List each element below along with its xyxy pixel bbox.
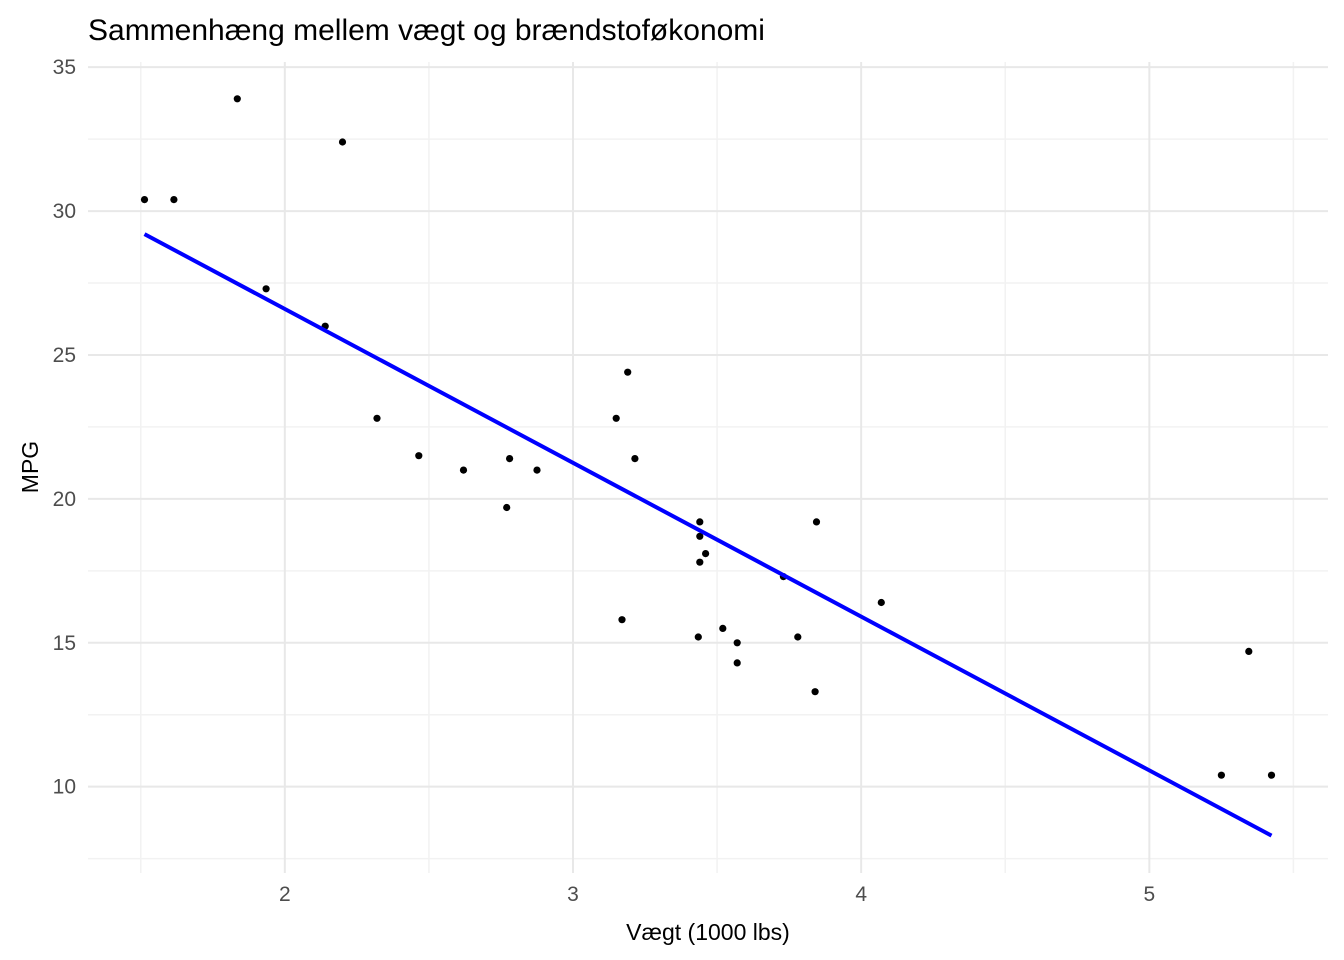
trend-line [143,232,1273,838]
data-point [338,138,347,146]
x-tick-label: 3 [567,883,579,906]
plot-title: Sammenhæng mellem vægt og brændstoføkono… [88,14,765,47]
data-point [733,639,741,647]
data-point [533,466,541,474]
data-point [506,455,514,463]
data-point [794,633,802,641]
minor-gridlines [88,62,1328,873]
x-axis-tick-labels: 2 3 4 5 [279,883,1155,906]
data-point [170,196,178,204]
x-axis-title: Vægt (1000 lbs) [626,919,790,945]
data-point [696,558,704,566]
data-point [503,503,511,512]
data-point [140,196,149,204]
x-tick-label: 2 [279,883,291,906]
y-tick-label: 15 [53,632,76,655]
data-point [373,414,381,422]
data-point [1267,771,1276,779]
data-point [262,285,270,293]
x-tick-label: 4 [855,883,867,906]
y-axis-title: MPG [17,441,43,493]
y-tick-label: 35 [53,56,76,79]
data-point [719,624,727,633]
data-point [415,452,423,460]
data-point [618,616,626,624]
data-point [233,95,241,103]
trend-line-layer [143,232,1273,838]
data-point [612,414,620,422]
x-tick-label: 5 [1143,883,1155,906]
data-point [459,466,468,474]
y-axis-tick-labels: 10 15 20 25 30 35 [53,56,76,799]
data-point [733,659,741,667]
data-point [696,532,704,540]
y-tick-label: 10 [53,776,76,799]
data-point [811,688,819,696]
y-tick-label: 25 [53,344,76,367]
data-point [631,455,639,463]
data-point [696,518,704,526]
data-point [812,518,821,526]
y-tick-label: 30 [53,200,76,223]
data-point [624,368,632,376]
y-tick-label: 20 [53,488,76,511]
data-point [1245,647,1253,656]
data-point [877,598,885,607]
data-point [702,550,710,558]
data-point [1217,771,1225,779]
data-point [694,633,702,641]
major-gridlines [88,62,1328,873]
data-points [140,95,1276,779]
